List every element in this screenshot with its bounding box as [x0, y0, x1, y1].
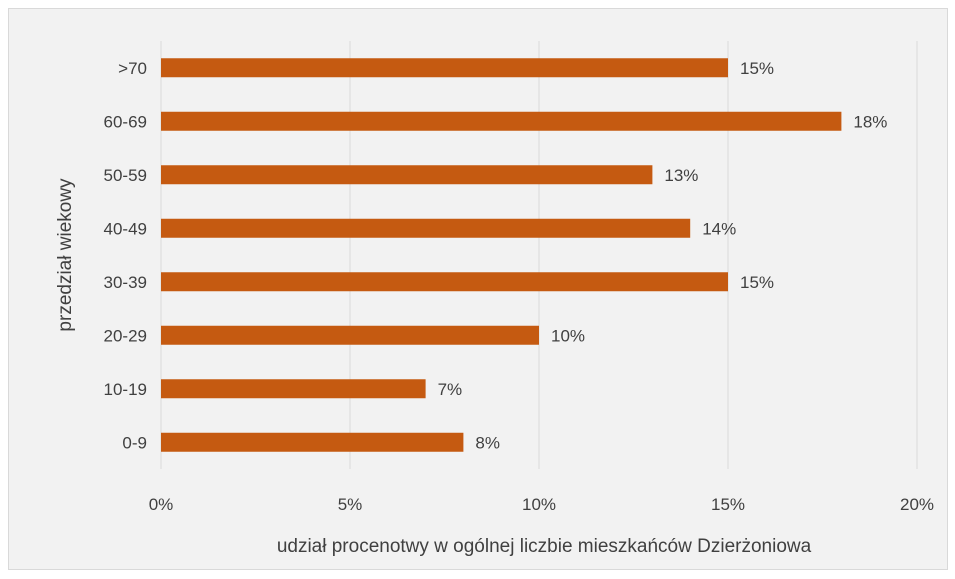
category-label: >70: [118, 59, 147, 78]
category-label: 30-39: [104, 273, 147, 292]
bar: [161, 111, 842, 131]
bar: [161, 165, 653, 185]
bar: [161, 432, 464, 452]
x-tick-labels: 0% 5% 10% 15% 20%: [149, 495, 934, 514]
data-label: 14%: [702, 219, 736, 238]
bar: [161, 379, 426, 399]
category-labels: 0-9 10-19 20-29 30-39 40-49 50-59 60-69 >70: [104, 59, 147, 453]
bar: [161, 218, 691, 238]
bar-chart: 8% 7% 10% 15% 14% 13% 18% 15% 0-9 10-19 20-29 30-3…: [55, 41, 934, 557]
x-axis-title: udział procenotwy w ogólnej liczbie mies…: [277, 536, 812, 557]
x-tick-label: 15%: [711, 495, 745, 514]
category-label: 40-49: [104, 219, 147, 238]
data-label: 15%: [740, 273, 774, 292]
y-axis-title: przedział wiekowy: [55, 178, 76, 332]
category-label: 10-19: [104, 380, 147, 399]
data-label: 18%: [853, 112, 887, 131]
bar: [161, 325, 539, 345]
category-label: 50-59: [104, 166, 147, 185]
bar: [161, 272, 728, 292]
category-label: 20-29: [104, 326, 147, 345]
data-label: 15%: [740, 59, 774, 78]
x-tick-label: 10%: [522, 495, 556, 514]
data-label: 8%: [475, 433, 500, 452]
category-label: 60-69: [104, 112, 147, 131]
data-label: 10%: [551, 326, 585, 345]
x-tick-label: 0%: [149, 495, 174, 514]
chart-area: 8% 7% 10% 15% 14% 13% 18% 15% 0-9 10-19 20-29 30-3…: [8, 8, 948, 570]
data-labels: 8% 7% 10% 15% 14% 13% 18% 15%: [438, 59, 888, 453]
gridlines: [160, 41, 918, 469]
x-tick-label: 5%: [338, 495, 363, 514]
data-label: 7%: [438, 380, 463, 399]
category-label: 0-9: [122, 433, 147, 452]
bars: [161, 58, 842, 452]
x-tick-label: 20%: [900, 495, 934, 514]
data-label: 13%: [664, 166, 698, 185]
bar: [161, 58, 728, 78]
